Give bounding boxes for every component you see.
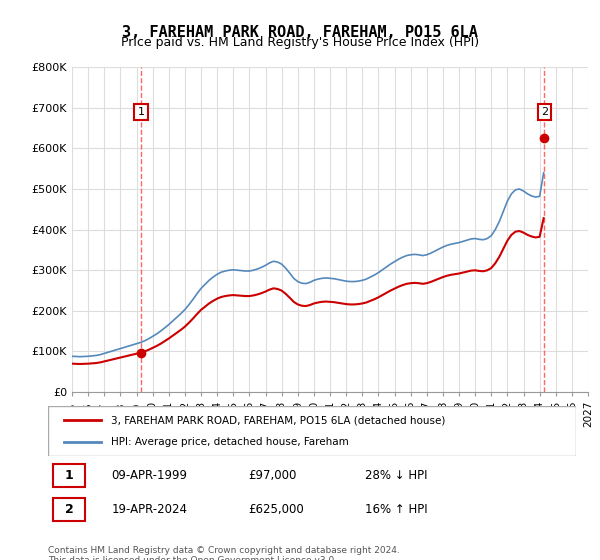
Text: 1: 1: [65, 469, 73, 482]
Text: 16% ↑ HPI: 16% ↑ HPI: [365, 503, 427, 516]
Text: £625,000: £625,000: [248, 503, 304, 516]
Text: 19-APR-2024: 19-APR-2024: [112, 503, 187, 516]
Text: 2: 2: [65, 503, 73, 516]
FancyBboxPatch shape: [53, 464, 85, 487]
Text: 3, FAREHAM PARK ROAD, FAREHAM, PO15 6LA: 3, FAREHAM PARK ROAD, FAREHAM, PO15 6LA: [122, 25, 478, 40]
Text: HPI: Average price, detached house, Fareham: HPI: Average price, detached house, Fare…: [112, 437, 349, 447]
Text: 09-APR-1999: 09-APR-1999: [112, 469, 187, 482]
FancyBboxPatch shape: [53, 498, 85, 521]
Text: Price paid vs. HM Land Registry's House Price Index (HPI): Price paid vs. HM Land Registry's House …: [121, 36, 479, 49]
Text: 3, FAREHAM PARK ROAD, FAREHAM, PO15 6LA (detached house): 3, FAREHAM PARK ROAD, FAREHAM, PO15 6LA …: [112, 415, 446, 425]
Text: 1: 1: [137, 107, 145, 117]
Text: 2: 2: [541, 107, 548, 117]
FancyBboxPatch shape: [48, 406, 576, 456]
Text: £97,000: £97,000: [248, 469, 297, 482]
Text: Contains HM Land Registry data © Crown copyright and database right 2024.
This d: Contains HM Land Registry data © Crown c…: [48, 546, 400, 560]
Text: 28% ↓ HPI: 28% ↓ HPI: [365, 469, 427, 482]
